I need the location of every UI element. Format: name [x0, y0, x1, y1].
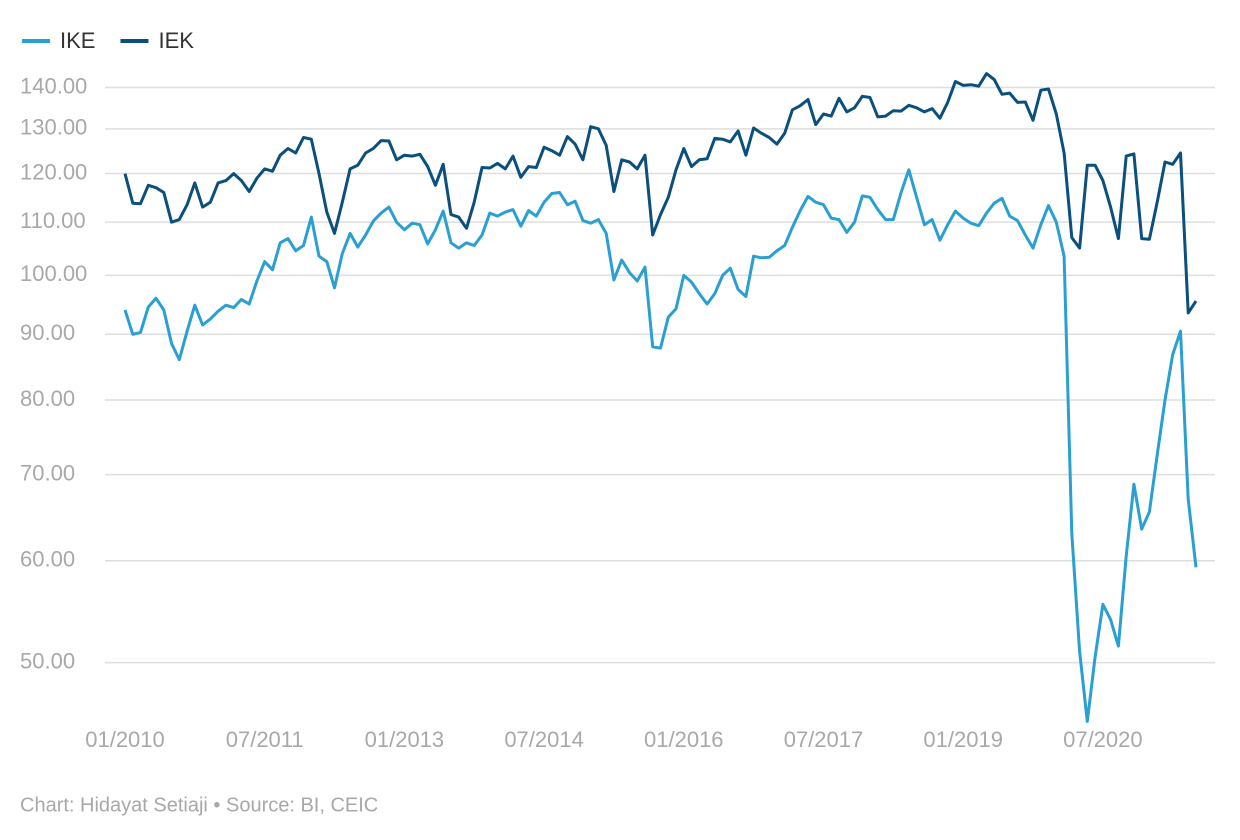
y-tick-label: 100.00 [20, 261, 87, 286]
x-tick-label: 01/2013 [365, 727, 445, 752]
y-tick-label: 90.00 [20, 320, 75, 345]
x-tick-label: 07/2014 [504, 727, 584, 752]
x-tick-label: 01/2019 [923, 727, 1003, 752]
y-tick-label: 60.00 [20, 547, 75, 572]
legend-label: IEK [158, 28, 194, 53]
y-tick-label: 80.00 [20, 386, 75, 411]
legend-label: IKE [60, 28, 95, 53]
x-tick-label: 01/2010 [85, 727, 165, 752]
footer: Chart: Hidayat Setiaji • Source: BI, CEI… [20, 794, 378, 816]
y-tick-label: 70.00 [20, 460, 75, 485]
x-tick-label: 01/2016 [644, 727, 724, 752]
x-tick-label: 07/2011 [226, 727, 304, 752]
y-tick-label: 140.00 [20, 73, 87, 98]
x-tick-label: 07/2020 [1063, 727, 1143, 752]
y-tick-label: 110.00 [20, 208, 86, 233]
series-line [123, 168, 1198, 723]
x-tick-label: 07/2017 [784, 727, 864, 752]
series-line [123, 72, 1198, 315]
y-tick-label: 120.00 [20, 159, 87, 184]
y-tick-label: 130.00 [20, 115, 87, 140]
y-tick-label: 50.00 [20, 648, 75, 673]
